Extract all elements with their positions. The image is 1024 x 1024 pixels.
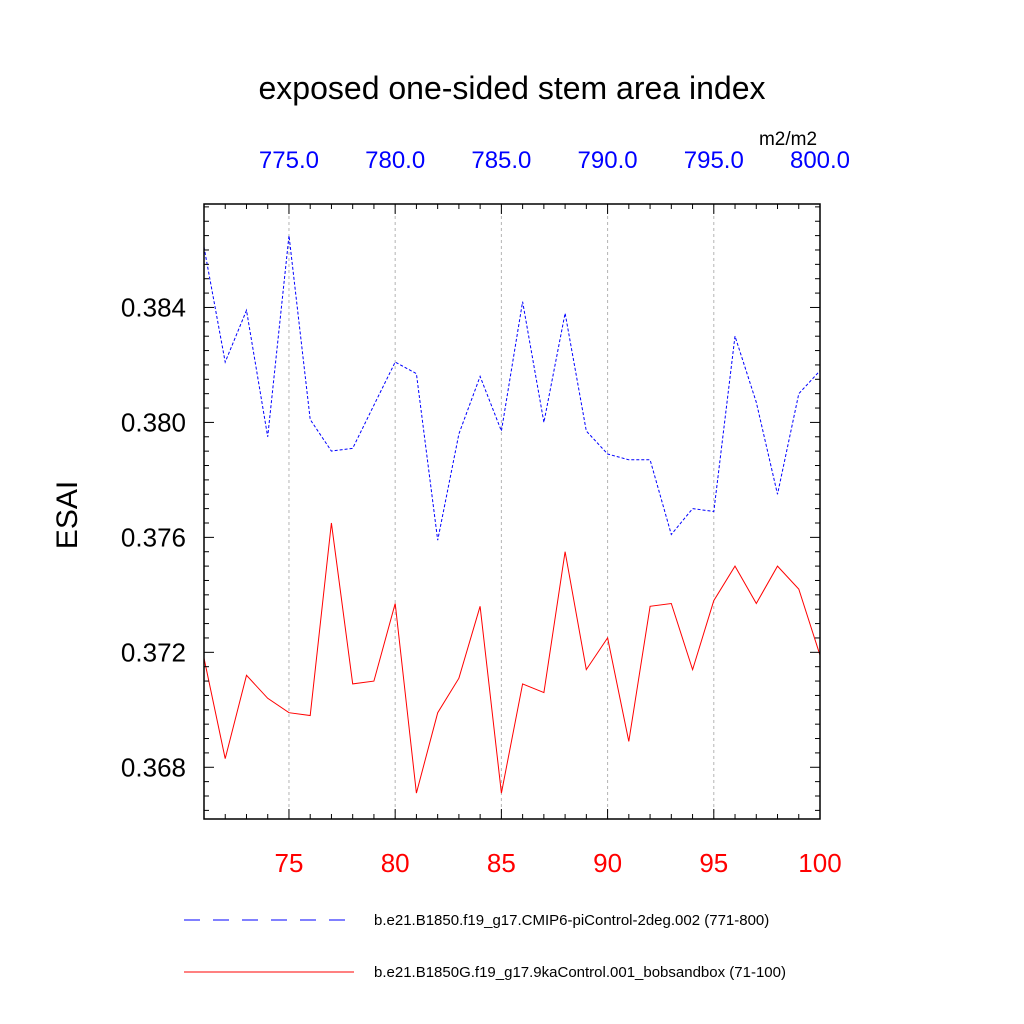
x-bottom-tick-label: 75 <box>275 848 304 878</box>
y-axis-label: ESAI <box>51 481 84 549</box>
y-tick-label: 0.384 <box>121 292 186 322</box>
y-tick-label: 0.376 <box>121 522 186 552</box>
chart-title: exposed one-sided stem area index <box>259 70 766 106</box>
legend-label: b.e21.B1850G.f19_g17.9kaControl.001_bobs… <box>374 964 786 981</box>
x-bottom-tick-label: 95 <box>699 848 728 878</box>
y-tick-label: 0.380 <box>121 407 186 437</box>
x-top-tick-label: 795.0 <box>684 147 744 174</box>
x-bottom-tick-label: 90 <box>593 848 622 878</box>
x-top-tick-label: 775.0 <box>259 147 319 174</box>
series-line-red <box>203 522 821 794</box>
x-top-tick-label: 800.0 <box>790 147 850 174</box>
x-bottom-tick-label: 85 <box>487 848 516 878</box>
axis-ticks: 75 80 85 90 95 100 775.0 780.0 785.0 790.0 795.0 80… <box>121 147 850 878</box>
y-tick-label: 0.372 <box>121 637 186 667</box>
y-tick-label: 0.368 <box>121 752 186 782</box>
units-label: m2/m2 <box>759 129 817 150</box>
gridlines <box>288 204 715 819</box>
plot-frame <box>203 203 821 820</box>
x-top-tick-label: 790.0 <box>578 147 638 174</box>
x-bottom-tick-label: 80 <box>381 848 410 878</box>
legend: b.e21.B1850.f19_g17.CMIP6-piControl-2deg… <box>184 912 786 981</box>
x-top-tick-label: 780.0 <box>365 147 425 174</box>
x-top-tick-label: 785.0 <box>471 147 531 174</box>
x-bottom-tick-label: 100 <box>798 848 841 878</box>
series-group <box>203 235 821 794</box>
series-line-blue <box>203 235 821 541</box>
legend-label: b.e21.B1850.f19_g17.CMIP6-piControl-2deg… <box>374 912 769 929</box>
